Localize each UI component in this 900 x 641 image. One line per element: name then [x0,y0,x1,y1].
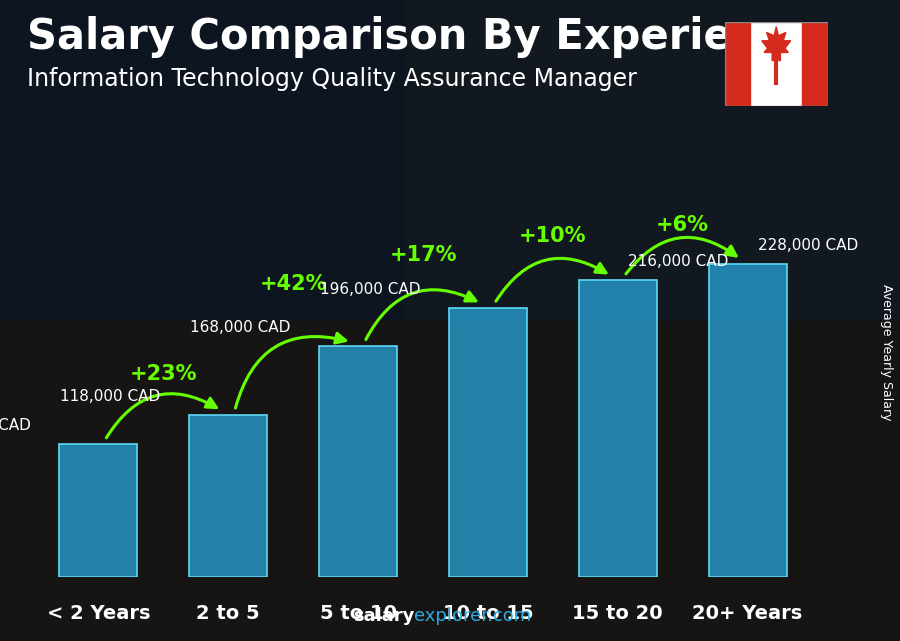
Text: 168,000 CAD: 168,000 CAD [190,320,291,335]
Polygon shape [761,27,791,61]
Text: Salary Comparison By Experience: Salary Comparison By Experience [27,16,814,58]
Text: 118,000 CAD: 118,000 CAD [60,389,161,404]
Text: 228,000 CAD: 228,000 CAD [758,238,859,253]
Text: 10 to 15: 10 to 15 [443,604,533,623]
Bar [59,444,138,577]
Text: +10%: +10% [519,226,587,246]
Text: 5 to 10: 5 to 10 [320,604,397,623]
Bar [449,308,526,577]
Text: Information Technology Quality Assurance Manager: Information Technology Quality Assurance… [27,67,637,91]
Bar [0,320,900,641]
Text: 20+ Years: 20+ Years [692,604,803,623]
Text: < 2 Years: < 2 Years [47,604,150,623]
Bar [320,346,397,577]
Bar [708,263,787,577]
Bar [802,22,828,106]
Text: 2 to 5: 2 to 5 [196,604,260,623]
Text: 196,000 CAD: 196,000 CAD [320,281,420,297]
Bar [724,22,751,106]
Text: +17%: +17% [389,246,456,265]
Text: 216,000 CAD: 216,000 CAD [628,254,728,269]
Bar [0,0,405,320]
Text: explorer.com: explorer.com [414,607,531,625]
Text: 96,500 CAD: 96,500 CAD [0,419,31,433]
Bar [579,280,657,577]
Text: +23%: +23% [130,363,197,383]
Text: +42%: +42% [259,274,327,294]
Text: Average Yearly Salary: Average Yearly Salary [880,285,893,420]
Bar [189,415,267,577]
Text: salary: salary [353,607,414,625]
Text: 15 to 20: 15 to 20 [572,604,663,623]
Text: +6%: +6% [656,215,709,235]
